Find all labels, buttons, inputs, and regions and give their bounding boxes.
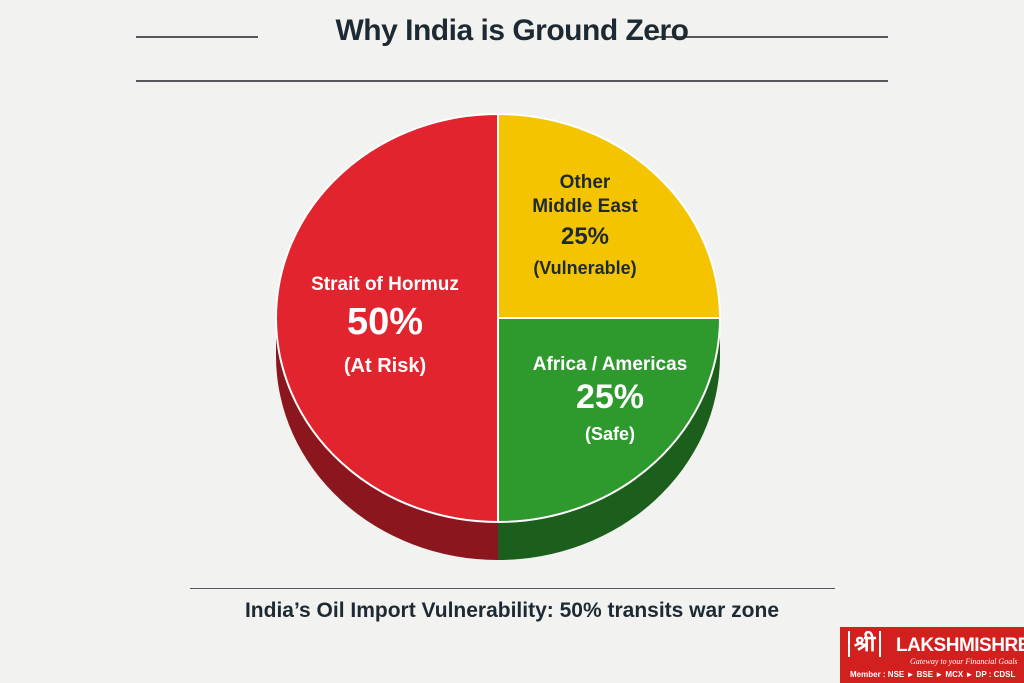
slice-label-0: Other xyxy=(560,172,611,193)
title-rule-right xyxy=(656,36,888,38)
chart-caption: India’s Oil Import Vulnerability: 50% tr… xyxy=(244,599,780,622)
page-title: Why India is Ground Zero xyxy=(335,14,689,47)
slice-value-label-2: 50% xyxy=(347,301,423,343)
logo-tagline: Gateway to your Financial Goals xyxy=(910,657,1018,666)
pie-slice-other-middle-east xyxy=(497,112,722,319)
logo-mark: श्री xyxy=(848,631,882,657)
slice-value-label-1: 25% xyxy=(576,378,644,416)
slice-note-1: (Safe) xyxy=(585,424,635,444)
slice-label-2: Strait of Hormuz xyxy=(311,274,459,295)
logo-name: LAKSHMISHREE xyxy=(896,635,1024,656)
slice-note-2: (At Risk) xyxy=(344,355,426,377)
slice-note-0: (Vulnerable) xyxy=(533,258,636,278)
logo-member: Member : NSE ► BSE ► MCX ► DP : CDSL xyxy=(850,670,1016,679)
header-divider xyxy=(136,80,888,82)
slice-label2-0: Middle East xyxy=(532,196,638,217)
pie-side-2 xyxy=(276,318,498,560)
pie-side-1 xyxy=(498,318,720,560)
lakshmishree-logo: श्री LAKSHMISHREE Gateway to your Financ… xyxy=(840,627,1024,683)
pie-slice-africa-americas xyxy=(497,317,722,524)
caption-divider xyxy=(190,588,835,589)
title-rule-left xyxy=(136,36,258,38)
pie-slice-strait-of-hormuz xyxy=(275,112,499,524)
slice-value-label-0: 25% xyxy=(561,223,609,250)
slice-label-1: Africa / Americas xyxy=(533,354,688,375)
